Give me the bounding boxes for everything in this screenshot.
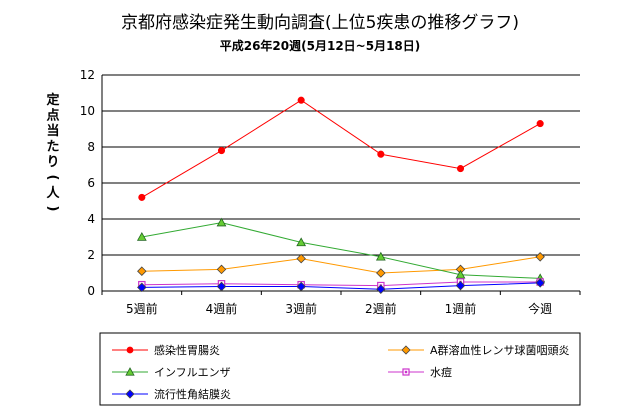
data-point [535, 252, 545, 262]
data-point [456, 165, 465, 173]
series-2 [137, 252, 545, 278]
data-point [216, 281, 227, 292]
y-axis-label-char: ( [45, 175, 60, 181]
x-tick-label: 2週前 [365, 301, 397, 316]
series-4 [138, 278, 544, 290]
y-tick-label: 2 [87, 248, 95, 262]
series-1 [138, 96, 544, 201]
legend-item: 感染性胃腸炎 [112, 343, 220, 357]
y-axis-label-char: 当 [46, 123, 59, 139]
y-tick-label: 4 [87, 212, 95, 226]
x-tick-label: 3週前 [285, 301, 317, 316]
series-5 [137, 278, 545, 294]
data-point [376, 284, 386, 294]
y-tick-label: 8 [87, 140, 95, 154]
y-axis-label-char: 人 [46, 185, 60, 201]
grid-lines [102, 74, 580, 256]
y-axis-label-char: た [46, 140, 59, 155]
legend-item: 水痘 [388, 365, 452, 379]
x-tick-label: 5週前 [126, 301, 158, 316]
series-line [141, 282, 541, 290]
data-point [536, 120, 544, 128]
data-point [216, 264, 227, 275]
legend-label: A群溶血性レンサ球菌咽頭炎 [430, 343, 570, 357]
chart-subtitle: 平成26年20週(5月12日~5月18日) [220, 38, 421, 53]
data-point [296, 281, 306, 292]
data-point [455, 269, 466, 279]
data-point [375, 251, 386, 261]
data-point [535, 278, 545, 288]
x-tick-label: 4週前 [206, 301, 238, 316]
x-tick-label: 1週前 [445, 301, 477, 316]
data-point [217, 147, 226, 155]
data-point [376, 268, 386, 278]
data-point [137, 282, 147, 293]
legend-item: 流行性角結膜炎 [112, 387, 231, 401]
x-axis-ticks: 5週前 4週前 3週前 2週前 1週前 今週 [126, 301, 552, 316]
legend-label: 水痘 [430, 365, 452, 379]
y-tick-label: 10 [80, 104, 95, 118]
data-point [296, 237, 307, 247]
y-tick-label: 6 [87, 176, 95, 190]
legend-item: インフルエンザ [112, 366, 231, 379]
data-point [137, 266, 147, 276]
series-line [141, 99, 541, 198]
y-axis-label-char: 点 [46, 108, 59, 124]
series-3 [136, 217, 546, 283]
legend-label: 感染性胃腸炎 [154, 343, 220, 357]
series-line [141, 222, 541, 279]
y-tick-label: 0 [87, 284, 95, 298]
y-axis-ticks: 0 2 4 6 8 10 12 [80, 68, 95, 298]
legend-marker [125, 389, 135, 399]
legend-item: A群溶血性レンサ球菌咽頭炎 [388, 343, 570, 357]
axes [101, 75, 581, 295]
legend-label: インフルエンザ [154, 366, 231, 379]
legend-label: 流行性角結膜炎 [154, 387, 231, 401]
data-point [136, 231, 147, 241]
legend-box [99, 332, 581, 406]
legend-marker [401, 345, 411, 355]
data-point [138, 193, 146, 201]
y-axis-label-char: り [46, 155, 59, 170]
y-tick-label: 12 [80, 68, 95, 82]
data-point [216, 217, 227, 227]
series-line [141, 256, 541, 274]
data-point [377, 150, 385, 158]
y-axis-label-char: ) [45, 206, 60, 212]
legend-marker [125, 367, 135, 376]
y-axis-label-char: 定 [45, 92, 59, 108]
x-tick-label: 今週 [528, 301, 552, 316]
data-point [297, 96, 305, 104]
data-point [455, 280, 466, 291]
legend-marker [126, 346, 134, 354]
series-group [136, 96, 546, 294]
chart-title: 京都府感染症発生動向調査(上位5疾患の推移グラフ) [121, 13, 519, 33]
series-line [141, 281, 541, 287]
legend-marker [402, 368, 410, 376]
data-point [296, 253, 306, 264]
